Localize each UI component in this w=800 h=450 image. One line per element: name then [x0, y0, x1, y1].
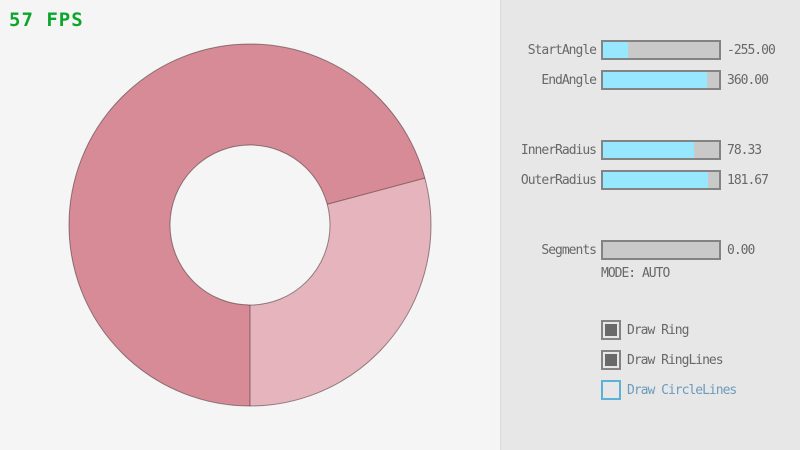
- innerradius-row: InnerRadius 78.33: [501, 140, 800, 160]
- segments-row: Segments 0.00: [501, 240, 800, 260]
- draw-ringlines-label: Draw RingLines: [627, 352, 724, 368]
- checkbox-check-mark: [605, 324, 617, 336]
- draw-ring-row: Draw Ring: [601, 320, 800, 340]
- segments-mode-text: MODE: AUTO: [601, 266, 670, 281]
- ring-canvas: 57 FPS: [9, 9, 432, 407]
- draw-circlelines-row: Draw CircleLines: [601, 380, 800, 400]
- outerradius-slider[interactable]: [601, 170, 721, 190]
- innerradius-slider[interactable]: [601, 140, 721, 160]
- control-panel: StartAngle -255.00 EndAngle 360.00 Inner…: [500, 0, 800, 450]
- ring-outer-outline: [68, 43, 432, 407]
- draw-ringlines-checkbox[interactable]: [601, 350, 621, 370]
- draw-ring-checkbox[interactable]: [601, 320, 621, 340]
- startangle-row: StartAngle -255.00: [501, 40, 800, 60]
- innerradius-label: InnerRadius: [520, 142, 597, 158]
- segments-value: 0.00: [727, 242, 755, 258]
- endangle-slider[interactable]: [601, 70, 721, 90]
- checkbox-check-mark: [605, 384, 617, 396]
- draw-circlelines-checkbox[interactable]: [601, 380, 621, 400]
- endangle-label: EndAngle: [541, 72, 597, 88]
- ring-double-overlap-sector: [68, 44, 425, 407]
- draw-ring-label: Draw Ring: [627, 322, 689, 338]
- startangle-label: StartAngle: [527, 42, 597, 58]
- startangle-slider[interactable]: [601, 40, 721, 60]
- outerradius-label: OuterRadius: [520, 172, 597, 188]
- endangle-row: EndAngle 360.00: [501, 70, 800, 90]
- innerradius-slider-fill: [603, 142, 694, 158]
- endangle-value: 360.00: [727, 72, 769, 88]
- ring-single-pass-sector: [250, 178, 431, 406]
- segments-slider[interactable]: [601, 240, 721, 260]
- draw-circlelines-label: Draw CircleLines: [627, 382, 737, 398]
- endangle-slider-fill: [603, 72, 708, 88]
- segments-label: Segments: [541, 242, 597, 258]
- outerradius-row: OuterRadius 181.67: [501, 170, 800, 190]
- fps-counter: 57 FPS: [9, 9, 84, 31]
- ring-visualization: [68, 43, 432, 407]
- startangle-slider-fill: [603, 42, 629, 58]
- startangle-value: -255.00: [727, 42, 776, 58]
- draw-ringlines-row: Draw RingLines: [601, 350, 800, 370]
- outerradius-slider-fill: [603, 172, 709, 188]
- innerradius-value: 78.33: [727, 142, 762, 158]
- ring-start-cap-line: [327, 177, 425, 205]
- checkbox-check-mark: [605, 354, 617, 366]
- outerradius-value: 181.67: [727, 172, 769, 188]
- ring-inner-outline: [169, 144, 331, 306]
